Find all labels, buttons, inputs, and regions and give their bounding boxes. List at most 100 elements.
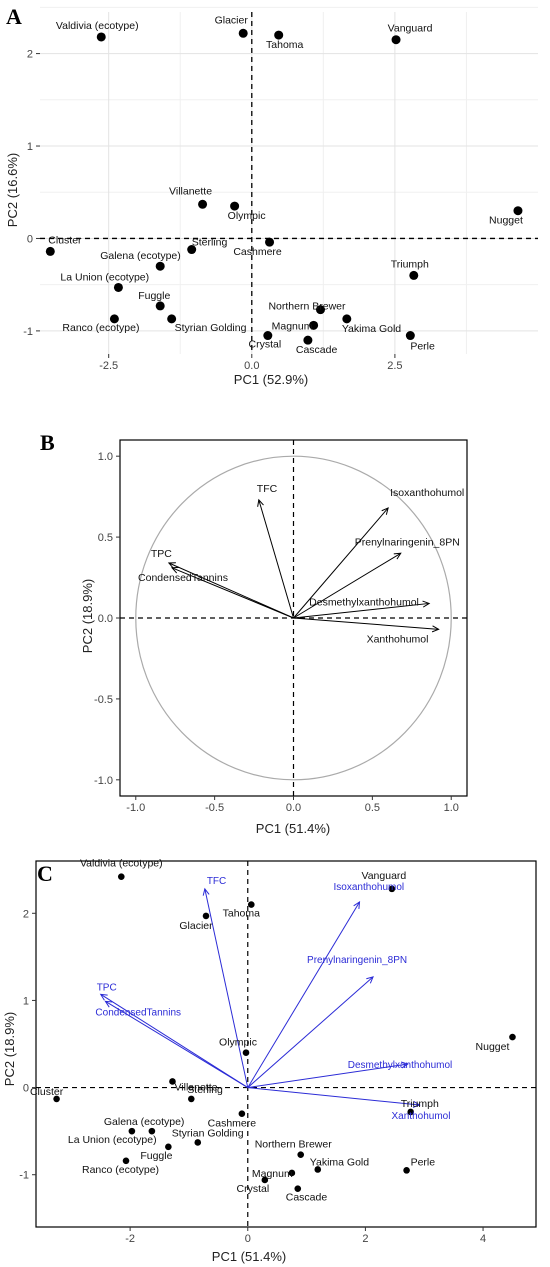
- vector-arrowhead: [381, 507, 389, 515]
- vector-isoxanthohumol: [293, 507, 389, 619]
- vector-label: TFC: [257, 483, 278, 495]
- vector-label: Desmethylxanthohumol: [348, 1060, 453, 1071]
- x-tick-label: 0.0: [244, 360, 259, 372]
- panel-letter-a: A: [6, 4, 22, 29]
- x-tick-label: -1.0: [126, 802, 145, 814]
- vector-label: Isoxanthohumol: [390, 487, 464, 499]
- point-cascade: [294, 1185, 302, 1192]
- point-label: Cashmere: [208, 1118, 257, 1130]
- vector-condensedtannins: [105, 1000, 249, 1088]
- chart-a: A Valdivia (ecotype) Glacier Tahoma Vanguar…: [5, 4, 538, 387]
- point-label: Galena (ecotype): [104, 1116, 185, 1128]
- vector-condensedtannins: [171, 567, 294, 619]
- point-label: Magnum: [252, 1168, 293, 1180]
- x-tick-label: 0: [245, 1233, 251, 1245]
- vector-arrowhead: [257, 498, 264, 507]
- point-valdivia-ecotype: [117, 873, 125, 880]
- point-label: Fuggle: [138, 290, 170, 302]
- y-tick-label: 0.0: [98, 613, 113, 625]
- point-perle: [403, 1167, 410, 1174]
- point-label: Fuggle: [140, 1150, 172, 1162]
- point-label: Tahoma: [223, 908, 261, 920]
- panel-letter-b: B: [40, 430, 55, 455]
- y-axis-title: PC2 (16.6%): [5, 153, 20, 227]
- y-tick-label: 0: [23, 1083, 29, 1095]
- vector-label: Xanthohumol: [392, 1111, 451, 1122]
- point-olympic: [230, 201, 240, 211]
- point-sterling: [187, 1095, 195, 1103]
- point-olympic: [242, 1049, 250, 1057]
- y-tick-label: 2: [27, 49, 33, 61]
- point-cashmere: [238, 1110, 246, 1118]
- x-tick-label: -0.5: [205, 802, 224, 814]
- vector-label: CondensedTannins: [95, 1007, 181, 1018]
- point-yakima-gold: [342, 314, 352, 324]
- point-label: Glacier: [215, 14, 249, 26]
- point-galena-ecotype: [155, 261, 165, 271]
- x-tick-label: 2: [362, 1233, 368, 1245]
- plot-border: [35, 860, 537, 1228]
- point-nugget: [513, 206, 523, 216]
- point-sterling: [187, 245, 197, 255]
- point-magnum: [309, 320, 319, 330]
- point-northern-brewer: [297, 1151, 305, 1158]
- point-label: Cashmere: [233, 246, 282, 258]
- vector-label: Isoxanthohumol: [334, 882, 405, 893]
- vector-label: Prenylnaringenin_8PN: [307, 955, 407, 966]
- point-label: Olympic: [219, 1037, 257, 1049]
- vector-arrowhead: [104, 1000, 113, 1008]
- y-tick-label: 1.0: [98, 451, 113, 463]
- point-perle: [405, 331, 415, 341]
- point-label: La Union (ecotype): [60, 271, 149, 283]
- point-cluster: [45, 246, 55, 256]
- point-ranco-ecotype: [109, 314, 119, 324]
- vector-arrowhead: [202, 887, 210, 896]
- point-label: Vanguard: [388, 23, 433, 35]
- vector-tpc: [168, 562, 294, 619]
- point-label: Valdivia (ecotype): [56, 20, 139, 32]
- vector-prenylnaringenin-8pn: [247, 976, 374, 1088]
- vector-desmethylxanthohumol: [247, 1063, 408, 1089]
- point-label: Nugget: [489, 215, 523, 227]
- x-tick-label: 2.5: [387, 360, 402, 372]
- point-label: Ranco (ecotype): [82, 1164, 159, 1176]
- point-ranco-ecotype: [122, 1157, 130, 1165]
- point-label: Cluster: [30, 1086, 64, 1098]
- point-valdivia-ecotype: [96, 32, 106, 42]
- point-villanette: [169, 1078, 176, 1085]
- point-label: Northern Brewer: [255, 1139, 333, 1151]
- x-tick-label: 4: [480, 1233, 486, 1245]
- vector-xanthohumol: [293, 617, 439, 630]
- x-axis-title: PC1 (52.9%): [234, 372, 308, 387]
- vector-tfc: [258, 499, 294, 619]
- point-label: Villanette: [174, 1081, 217, 1093]
- point-tahoma: [247, 901, 255, 908]
- point-label: Perle: [411, 1156, 436, 1168]
- point-label: Triumph: [391, 258, 429, 270]
- point-cashmere: [265, 237, 275, 247]
- point-la-union-ecotype: [148, 1127, 156, 1135]
- x-tick-label: 0.5: [365, 802, 380, 814]
- x-axis-title: PC1 (51.4%): [256, 821, 330, 836]
- point-label: Galena (ecotype): [100, 250, 181, 262]
- vector-prenylnaringenin-8pn: [293, 552, 402, 619]
- point-label: Yakima Gold: [310, 1156, 369, 1168]
- point-northern-brewer: [315, 305, 325, 315]
- plot-background: [40, 12, 538, 354]
- vector-label: TFC: [207, 876, 226, 887]
- point-glacier: [238, 28, 248, 38]
- y-tick-label: -1.0: [94, 775, 113, 787]
- correlation-circle: [135, 455, 452, 781]
- y-tick-label: 0.5: [98, 532, 113, 544]
- point-label: Sterling: [187, 1084, 223, 1096]
- point-vanguard: [388, 885, 396, 893]
- y-tick-label: 2: [23, 908, 29, 920]
- y-axis-title: PC2 (18.9%): [80, 579, 95, 653]
- point-triumph: [407, 1108, 415, 1116]
- point-crystal: [261, 1176, 269, 1184]
- vector-label: Desmethylxanthohumol: [309, 596, 419, 608]
- point-label: Tahoma: [266, 39, 304, 51]
- vector-label: TPC: [97, 982, 117, 993]
- y-tick-label: 1: [23, 995, 29, 1007]
- point-label: Ranco (ecotype): [62, 322, 139, 334]
